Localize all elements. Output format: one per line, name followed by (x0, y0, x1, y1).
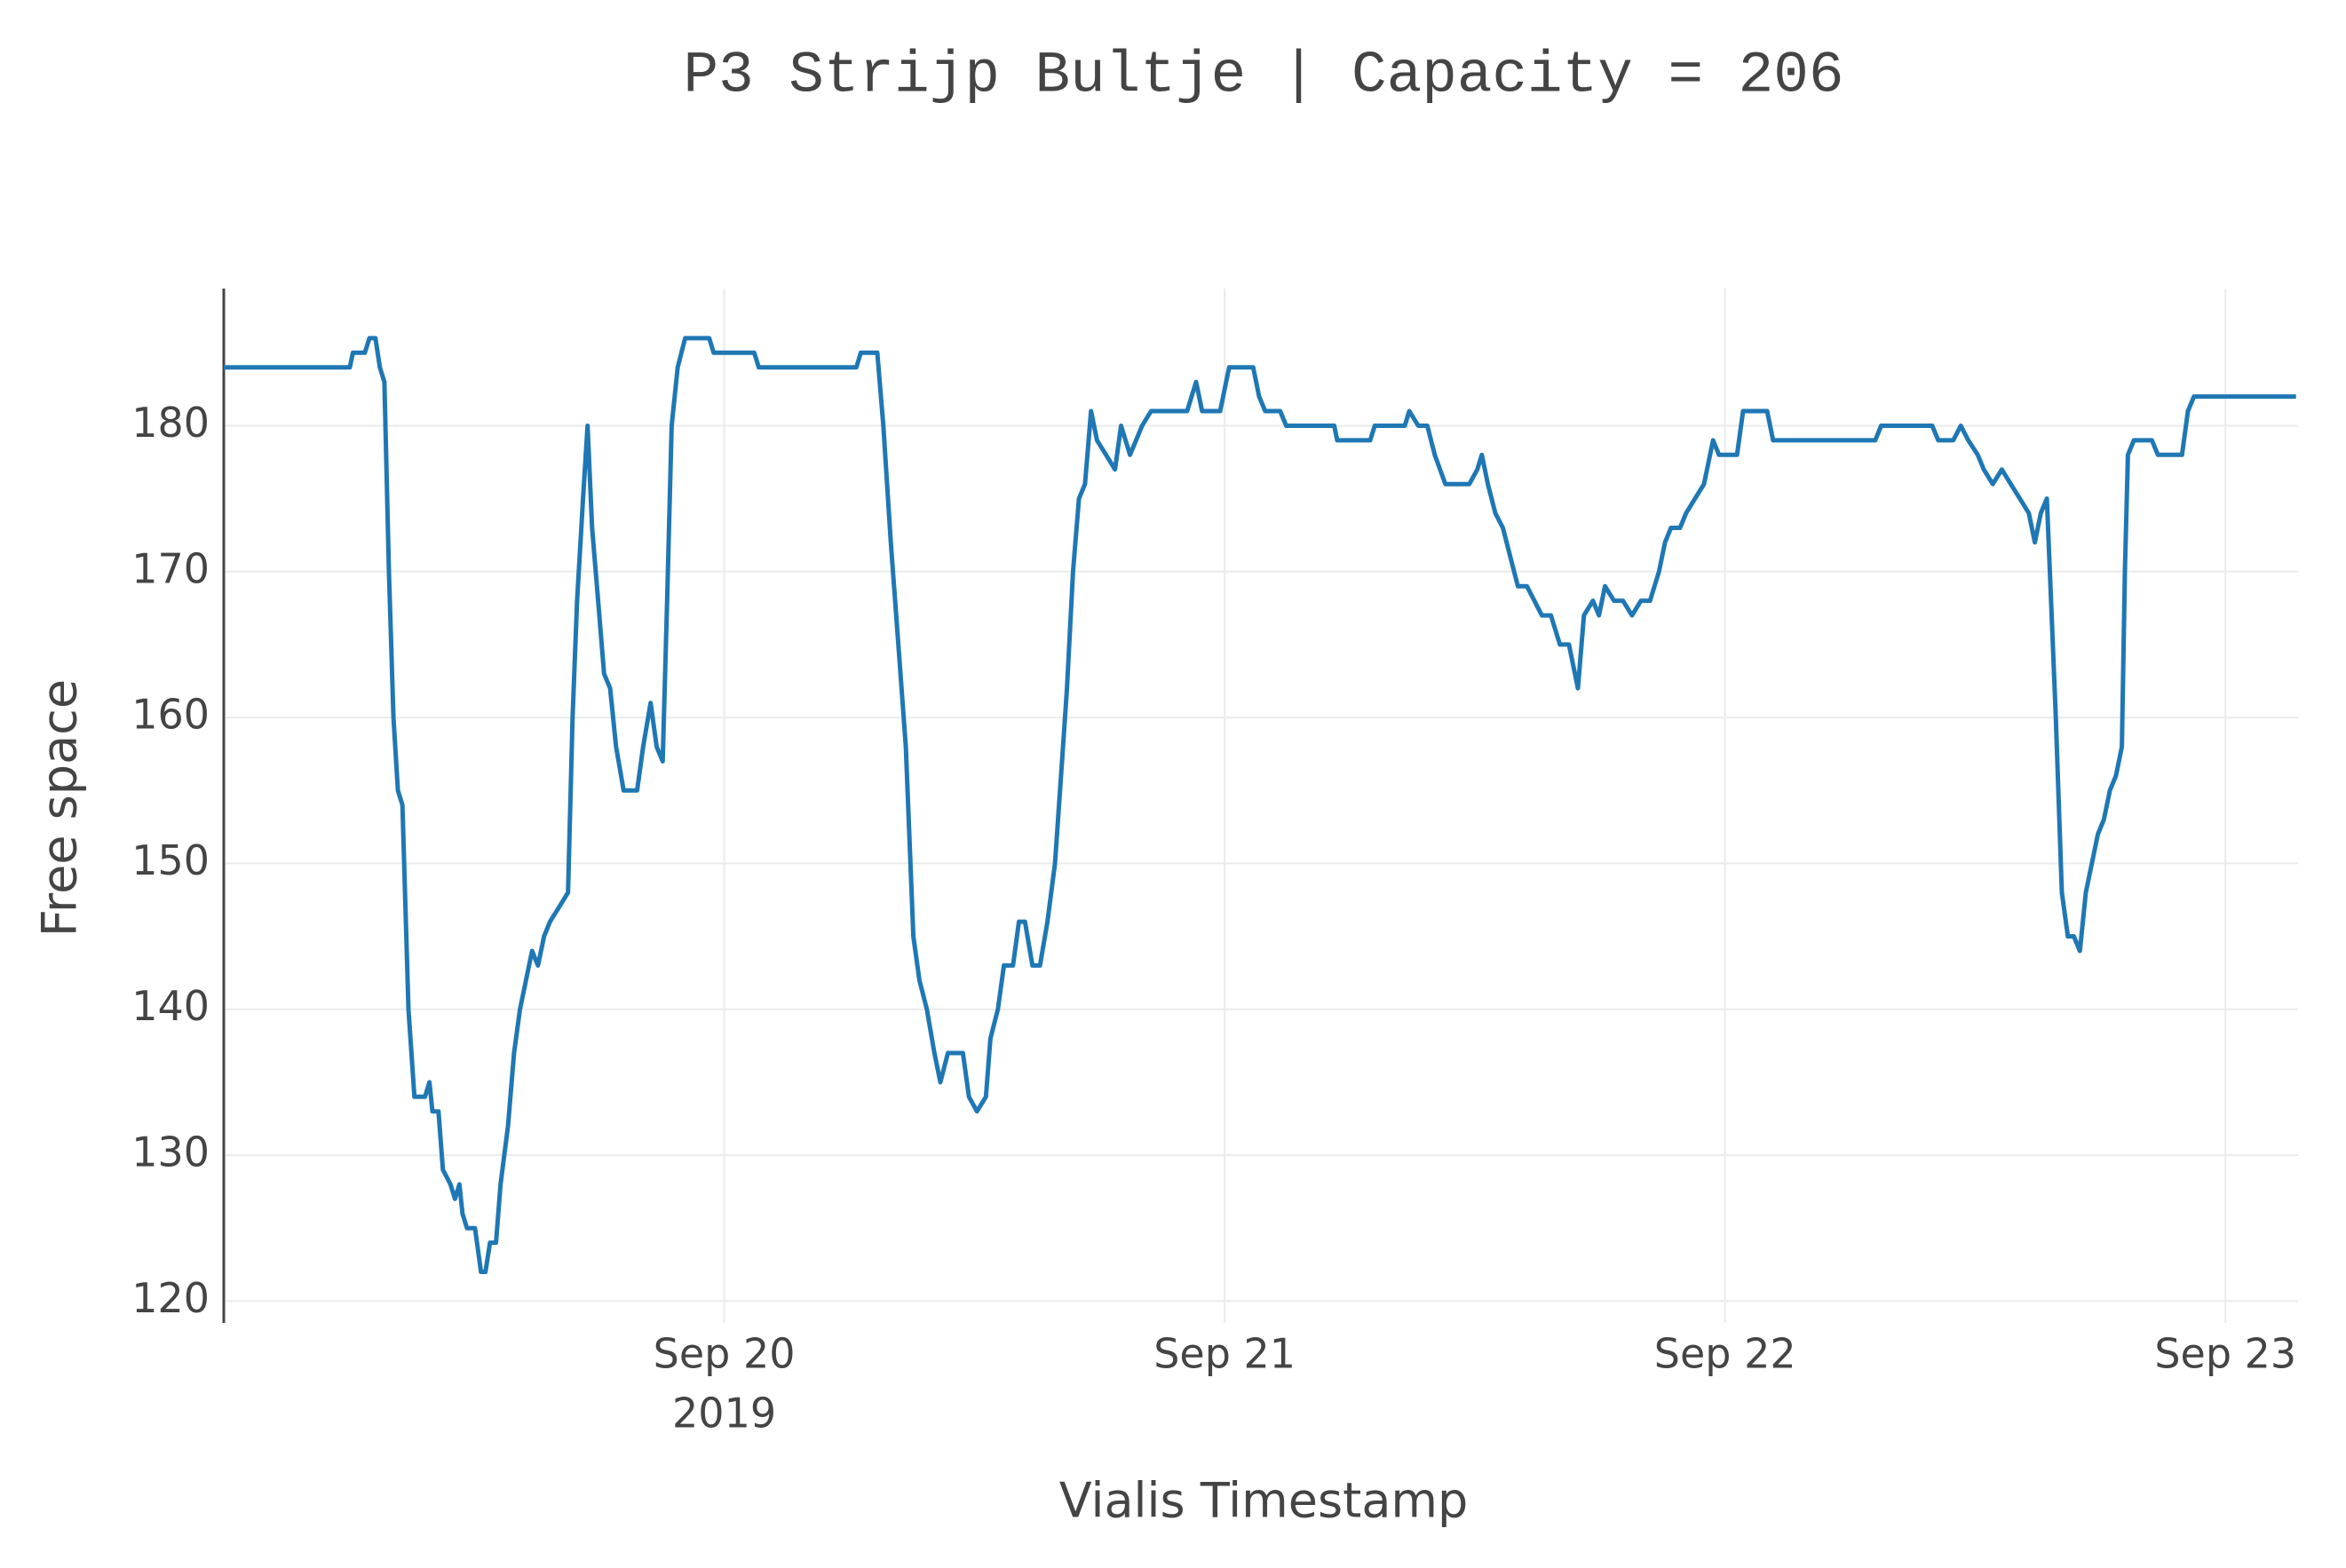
y-tick-label: 180 (131, 399, 210, 447)
chart-title: P3 Strijp Bultje | Capacity = 206 (683, 42, 1843, 108)
x-tick-label: Sep 23 (2154, 1330, 2296, 1378)
x-tick-label: Sep 22 (1654, 1330, 1796, 1378)
y-axis-title: Free space (32, 679, 88, 937)
y-tick-label: 130 (131, 1128, 210, 1176)
x-tick-label: Sep 20 (654, 1330, 796, 1378)
y-tick-label: 150 (131, 836, 210, 884)
y-tick-label: 140 (131, 982, 210, 1030)
y-tick-label: 120 (131, 1274, 210, 1322)
y-tick-label: 170 (131, 544, 210, 592)
x-axis-title: Vialis Timestamp (1059, 1473, 1469, 1529)
data-line (224, 336, 2296, 1274)
y-tick-label: 160 (131, 691, 210, 739)
x-tick-label: Sep 21 (1153, 1330, 1296, 1378)
x-tick-label: 2019 (672, 1390, 776, 1437)
